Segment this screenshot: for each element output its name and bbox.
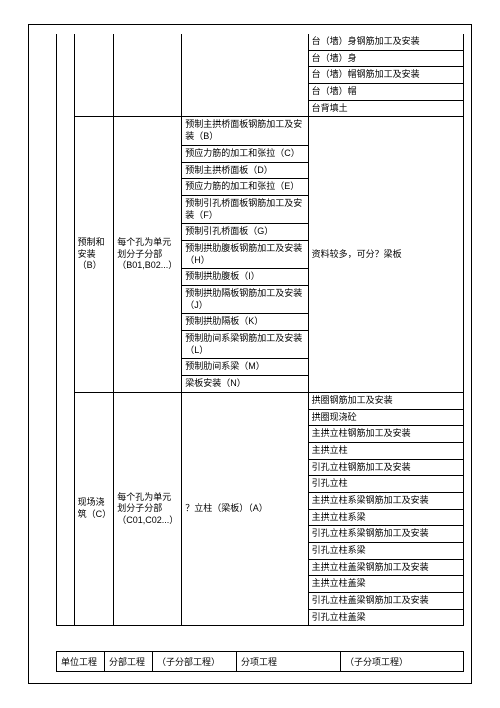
sec2-row-12: 引孔立柱盖梁钢筋加工及安装 bbox=[308, 593, 463, 610]
sec1-row-1: 预应力筋的加工和张拉（C） bbox=[182, 145, 308, 162]
sec1-row-8: 预制拱肋隔板钢筋加工及安装（J） bbox=[182, 286, 308, 314]
sec1-row-3: 预应力筋的加工和张拉（E） bbox=[182, 179, 308, 196]
sec1-sub: 每个孔为单元划分子分部（B01,B02...） bbox=[114, 117, 182, 392]
sec2-row-11: 主拱立柱盖梁 bbox=[308, 576, 463, 593]
top-row-3: 台（墙）帽 bbox=[308, 84, 463, 101]
sec2-sub: 每个孔为单元划分子分部（C01,C02...） bbox=[114, 392, 182, 626]
footer-c1: 单位工程 bbox=[57, 652, 105, 672]
col1-sec2 bbox=[57, 392, 75, 626]
top-row-2: 台（墙）帽钢筋加工及安装 bbox=[308, 67, 463, 84]
sec1-row-6: 预制拱肋腹板钢筋加工及安装（H） bbox=[182, 240, 308, 268]
top-row-1: 台（墙）身 bbox=[308, 50, 463, 67]
sec1-row-11: 预制肋间系梁（M） bbox=[182, 359, 308, 376]
main-table: 台（墙）身钢筋加工及安装 台（墙）身 台（墙）帽钢筋加工及安装 台（墙）帽 台背… bbox=[56, 34, 464, 626]
sec1-row-12: 梁板安装（N） bbox=[182, 376, 308, 393]
sec1-row-4: 预制引孔桥面板钢筋加工及安装（F） bbox=[182, 195, 308, 223]
footer-c5: （子分项工程） bbox=[341, 652, 464, 672]
footer-c2: 分部工程 bbox=[105, 652, 153, 672]
col2-top bbox=[74, 34, 114, 117]
col4-top bbox=[182, 34, 308, 117]
footer-table: 单位工程 分部工程 （子分部工程） 分项工程 （子分项工程） bbox=[56, 651, 464, 672]
col1-top bbox=[57, 34, 75, 117]
sec2-row-3: 主拱立柱 bbox=[308, 442, 463, 459]
sec1-row-0: 预制主拱桥面板钢筋加工及安装（B） bbox=[182, 117, 308, 145]
sec2-row-0: 拱圈钢筋加工及安装 bbox=[308, 392, 463, 409]
sec1-row-5: 预制引孔桥面板（G） bbox=[182, 224, 308, 241]
sec1-row-9: 预制拱肋隔板（K） bbox=[182, 314, 308, 331]
sec2-row-5: 引孔立柱 bbox=[308, 476, 463, 493]
sec2-row-2: 主拱立柱钢筋加工及安装 bbox=[308, 426, 463, 443]
footer-c4: 分项工程 bbox=[237, 652, 341, 672]
footer-c3: （子分部工程） bbox=[153, 652, 237, 672]
sec1-note: 资料较多，可分？梁板 bbox=[308, 117, 463, 392]
sec1-label: 预制和安装（B） bbox=[74, 117, 114, 392]
sec1-row-7: 预制拱肋腹板（I） bbox=[182, 269, 308, 286]
sec2-row-8: 引孔立柱系梁钢筋加工及安装 bbox=[308, 526, 463, 543]
sec2-row-7: 主拱立柱系梁 bbox=[308, 509, 463, 526]
col3-top bbox=[114, 34, 182, 117]
top-row-0: 台（墙）身钢筋加工及安装 bbox=[308, 34, 463, 50]
sec2-row-13: 引孔立柱盖梁 bbox=[308, 609, 463, 626]
sec2-row-4: 引孔立柱钢筋加工及安装 bbox=[308, 459, 463, 476]
top-row-4: 台背填土 bbox=[308, 100, 463, 117]
sec2-row-1: 拱圈现浇砼 bbox=[308, 409, 463, 426]
sec1-row-10: 预制肋间系梁钢筋加工及安装（L） bbox=[182, 331, 308, 359]
sec2-row-6: 主拱立柱系梁钢筋加工及安装 bbox=[308, 492, 463, 509]
col1-sec1 bbox=[57, 117, 75, 392]
sec2-row-10: 主拱立柱盖梁钢筋加工及安装 bbox=[308, 559, 463, 576]
sec2-label: 现场浇筑（C） bbox=[74, 392, 114, 626]
sec2-mid: ？立柱（梁板）（A） bbox=[182, 392, 308, 626]
sec2-row-9: 引孔立柱系梁 bbox=[308, 543, 463, 560]
sec1-row-2: 预制主拱桥面板（D） bbox=[182, 162, 308, 179]
